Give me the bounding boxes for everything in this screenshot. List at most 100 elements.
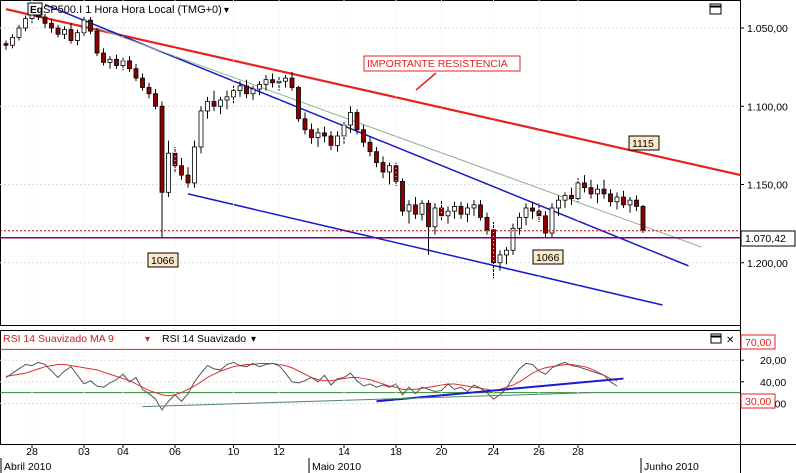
candle-body <box>504 249 509 256</box>
rsi-y-tick-label: 40,00 <box>760 377 786 389</box>
candle-body <box>556 199 561 209</box>
candle-body <box>107 58 113 63</box>
candle-body <box>127 60 132 70</box>
x-day-label: 28 <box>572 446 584 458</box>
candle-body <box>159 105 165 193</box>
candle-body <box>354 112 360 131</box>
symbol-badge[interactable]: Eq <box>30 5 43 16</box>
rsi-close-icon[interactable]: ✕ <box>726 335 734 346</box>
rsi-trendline-support-blue <box>376 377 624 403</box>
chart-title-dropdown-icon[interactable]: ▾ <box>224 5 229 16</box>
candle-body <box>257 83 262 90</box>
candle-body <box>543 215 548 234</box>
candle-body <box>627 199 633 206</box>
candle-body <box>465 207 470 215</box>
rsi-line <box>5 361 618 411</box>
candle-body <box>367 141 373 153</box>
candle-body <box>393 165 399 182</box>
candle-body <box>341 124 347 137</box>
rsi-y-tick-label: 20,00 <box>760 355 786 367</box>
candle-body <box>400 180 405 212</box>
candle-body <box>68 29 74 41</box>
candle-body <box>250 88 256 95</box>
maximize-icon[interactable] <box>709 3 722 15</box>
candle-body <box>361 129 366 143</box>
candle-body <box>569 195 574 199</box>
rsi-series1-label[interactable]: RSI 14 Suavizado MA 9 <box>3 333 114 345</box>
x-day-label: 10 <box>228 446 240 458</box>
candle-body <box>608 193 613 203</box>
candle-body <box>491 229 496 264</box>
rsi-level-high-label: 70,00 <box>745 337 771 349</box>
candle-body <box>575 182 581 199</box>
rsi-level-high-box <box>740 334 776 350</box>
candle-body <box>322 132 327 137</box>
candle-body <box>101 52 106 63</box>
candle-body <box>445 210 451 217</box>
candle-body <box>510 227 516 251</box>
rsi-level-low-label: 30,00 <box>745 396 771 408</box>
chart-title[interactable]: SP500.I 1 Hora Hora Local (TMG+0) <box>43 4 222 16</box>
candle-body <box>315 132 321 138</box>
candle-body <box>62 29 67 35</box>
candle-body <box>517 216 522 229</box>
candle-body <box>198 110 204 148</box>
candle-body <box>16 27 22 38</box>
candle-body <box>601 188 607 195</box>
rsi-series2-dropdown-icon[interactable]: ▾ <box>251 334 256 345</box>
x-month-label: Maio 2010 <box>312 461 361 473</box>
candle-body <box>276 80 282 84</box>
candle-body <box>172 152 178 167</box>
candle-body <box>595 188 600 195</box>
candle-body <box>582 182 587 189</box>
trendline-channel-lower <box>187 193 663 306</box>
candle-body <box>296 87 301 120</box>
price-label: 1.070,42 <box>745 233 786 245</box>
symbol-badge-box[interactable] <box>27 2 43 16</box>
candle-body <box>146 87 152 95</box>
trendline-resistance <box>5 8 741 177</box>
rsi-maximize-icon[interactable] <box>710 333 722 344</box>
candle-body <box>185 174 191 184</box>
candle-body <box>23 18 28 29</box>
candle-body <box>166 152 171 193</box>
candle-body <box>471 204 477 209</box>
candle-body <box>218 99 223 107</box>
candle-body <box>309 129 314 138</box>
x-day-label: 04 <box>117 446 129 458</box>
label-1066-left: 1066 <box>151 255 175 267</box>
candle-body <box>621 196 626 206</box>
candle-body <box>614 196 620 203</box>
x-day-label: 18 <box>390 446 402 458</box>
candle-body <box>374 151 379 163</box>
main-y-tick-label: 1.200,00 <box>747 258 788 270</box>
candle-body <box>478 204 483 218</box>
candle-body <box>458 206 464 215</box>
candle-body <box>263 79 269 85</box>
rsi-series2-label[interactable]: RSI 14 Suavizado <box>162 333 246 345</box>
candle-body <box>406 204 412 212</box>
rsi-series1-dropdown-icon[interactable]: ▾ <box>145 334 150 345</box>
x-day-label: 24 <box>488 446 500 458</box>
candle-body <box>55 27 61 35</box>
main-y-tick-label: 1.150,00 <box>747 180 788 192</box>
x-day-label: 14 <box>338 446 350 458</box>
candle-body <box>380 162 386 173</box>
trendline-mid-line <box>96 27 702 248</box>
candle-body <box>549 207 555 234</box>
candle-body <box>81 19 87 34</box>
price-label-box <box>740 230 796 247</box>
candle-body <box>270 79 275 84</box>
candle-body <box>536 210 542 217</box>
candle-body <box>523 207 529 218</box>
candle-body <box>237 85 243 91</box>
candle-body <box>244 85 249 95</box>
candle-body <box>42 16 48 24</box>
candle-body <box>211 101 217 107</box>
main-y-tick-label: 1.050,00 <box>747 23 788 35</box>
label-1066-right: 1066 <box>536 252 560 264</box>
candle-body <box>192 146 197 184</box>
rsi-plot-area <box>0 330 741 445</box>
label-1066-right-box <box>532 249 564 265</box>
